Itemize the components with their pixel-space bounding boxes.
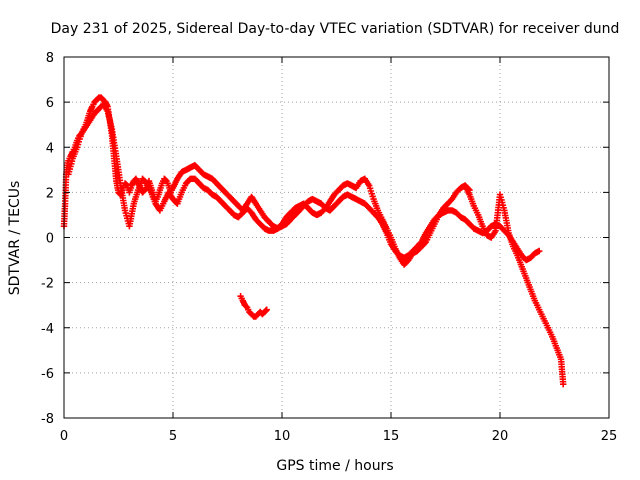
y-axis-label: SDTVAR / TECUs [7, 181, 23, 296]
sdtvar-chart: 0 5 10 15 20 25 -8 -6 -4 -2 0 2 4 6 8 Day 231 of 2025… [0, 0, 640, 480]
y-tick-labels: -8 -6 -4 -2 0 2 4 6 8 [41, 51, 54, 427]
y-tick-label: 0 [46, 232, 54, 247]
x-tick-label: 20 [492, 429, 509, 444]
x-tick-labels: 0 5 10 15 20 25 [60, 429, 617, 444]
x-tick-label: 25 [601, 429, 618, 444]
y-tick-label: 8 [46, 51, 54, 66]
y-tick-label: -6 [41, 367, 54, 382]
chart-title: Day 231 of 2025, Sidereal Day-to-day VTE… [51, 21, 620, 37]
y-tick-label: 2 [46, 186, 54, 201]
grid-lines [64, 57, 609, 418]
x-axis-label: GPS time / hours [276, 458, 393, 474]
x-tick-label: 10 [274, 429, 291, 444]
y-tick-label: -8 [41, 412, 54, 427]
data-points-layer [61, 94, 567, 387]
x-tick-label: 15 [383, 429, 400, 444]
y-tick-label: -2 [41, 277, 54, 292]
data-point-markers [237, 293, 270, 320]
y-tick-label: 4 [46, 141, 54, 156]
x-tick-label: 0 [60, 429, 68, 444]
data-point-markers [61, 94, 543, 263]
data-point-markers [462, 182, 567, 387]
x-tick-label: 5 [169, 429, 177, 444]
y-tick-label: -4 [41, 322, 54, 337]
y-tick-label: 6 [46, 96, 54, 111]
